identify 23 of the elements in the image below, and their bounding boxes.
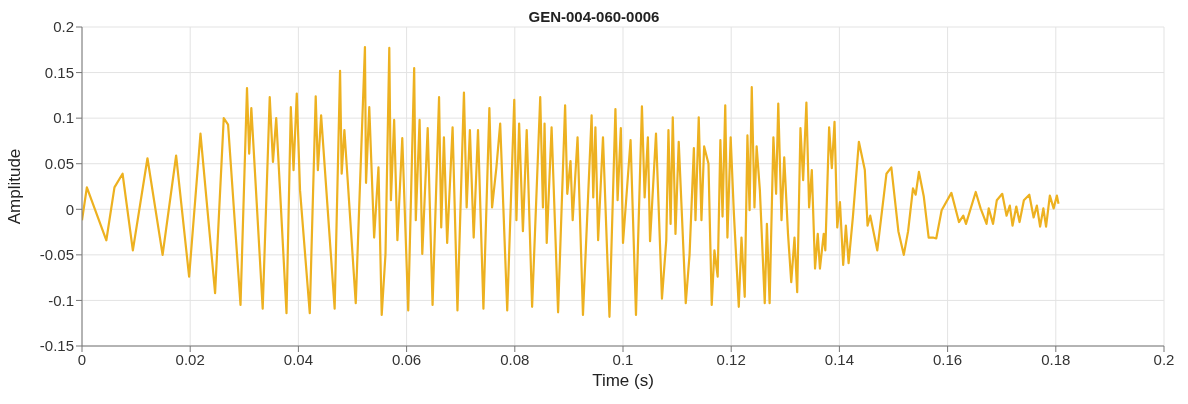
y-tick-label: -0.05 xyxy=(39,246,74,264)
x-tick-label: 0.02 xyxy=(175,350,205,368)
x-tick-label: 0.12 xyxy=(716,350,746,368)
y-tick-label: 0.15 xyxy=(44,63,74,81)
line-series xyxy=(82,45,1060,318)
x-tick-label: 0.1 xyxy=(612,350,634,368)
x-tick-label: 0.16 xyxy=(933,350,963,368)
x-tick-label: 0.18 xyxy=(1041,350,1071,368)
x-tick-label: 0.06 xyxy=(392,350,422,368)
x-tick-label: 0.2 xyxy=(1153,350,1175,368)
y-tick-label: 0.1 xyxy=(53,109,74,127)
y-tick-label: 0.2 xyxy=(53,18,74,36)
y-tick-label: -0.15 xyxy=(39,337,74,355)
x-axis-title: Time (s) xyxy=(592,371,654,390)
y-tick-label: 0.05 xyxy=(44,155,74,173)
y-tick-label: -0.1 xyxy=(48,291,74,309)
y-tick-label: 0 xyxy=(65,200,74,218)
x-tick-label: 0.08 xyxy=(500,350,530,368)
y-axis-title: Amplitude xyxy=(5,148,25,225)
x-tick-label: 0.14 xyxy=(824,350,854,368)
chart-title: GEN-004-060-0006 xyxy=(528,8,660,25)
x-tick-label: 0 xyxy=(77,350,87,368)
x-tick-label: 0.04 xyxy=(283,350,313,368)
